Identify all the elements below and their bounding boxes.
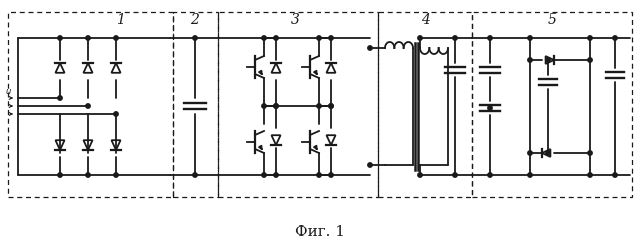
Circle shape [453, 36, 457, 40]
Circle shape [86, 104, 90, 108]
Circle shape [329, 104, 333, 108]
Circle shape [329, 173, 333, 177]
Circle shape [317, 36, 321, 40]
Bar [378, 12, 472, 197]
Circle shape [488, 173, 492, 177]
Circle shape [588, 58, 592, 62]
Circle shape [546, 58, 550, 62]
Circle shape [588, 36, 592, 40]
Circle shape [613, 36, 617, 40]
Circle shape [613, 173, 617, 177]
Circle shape [262, 104, 266, 108]
Text: 5: 5 [548, 13, 556, 27]
Circle shape [588, 151, 592, 155]
Circle shape [193, 173, 197, 177]
Circle shape [58, 173, 62, 177]
Circle shape [546, 151, 550, 155]
Circle shape [368, 46, 372, 50]
Bar [218, 12, 378, 197]
Text: 4: 4 [420, 13, 429, 27]
Circle shape [453, 173, 457, 177]
Circle shape [488, 106, 492, 110]
Bar [173, 12, 218, 197]
Circle shape [528, 58, 532, 62]
Circle shape [418, 36, 422, 40]
Circle shape [58, 36, 62, 40]
Circle shape [488, 36, 492, 40]
Circle shape [86, 173, 90, 177]
Circle shape [528, 173, 532, 177]
Circle shape [58, 96, 62, 100]
Circle shape [528, 151, 532, 155]
Circle shape [274, 36, 278, 40]
Circle shape [114, 173, 118, 177]
Circle shape [329, 104, 333, 108]
Circle shape [588, 173, 592, 177]
Circle shape [262, 36, 266, 40]
Circle shape [317, 173, 321, 177]
Circle shape [114, 36, 118, 40]
Circle shape [329, 36, 333, 40]
Text: 3: 3 [291, 13, 300, 27]
Circle shape [274, 104, 278, 108]
Circle shape [274, 173, 278, 177]
Circle shape [418, 173, 422, 177]
Bar [472, 12, 632, 197]
Circle shape [274, 104, 278, 108]
Circle shape [528, 36, 532, 40]
Circle shape [262, 173, 266, 177]
Text: 2: 2 [191, 13, 200, 27]
Circle shape [317, 104, 321, 108]
Circle shape [86, 36, 90, 40]
Bar [8, 12, 173, 197]
Text: Фиг. 1: Фиг. 1 [295, 225, 345, 239]
Text: u: u [5, 88, 11, 96]
Text: 1: 1 [116, 13, 124, 27]
Circle shape [368, 163, 372, 167]
Circle shape [193, 36, 197, 40]
Circle shape [114, 112, 118, 116]
